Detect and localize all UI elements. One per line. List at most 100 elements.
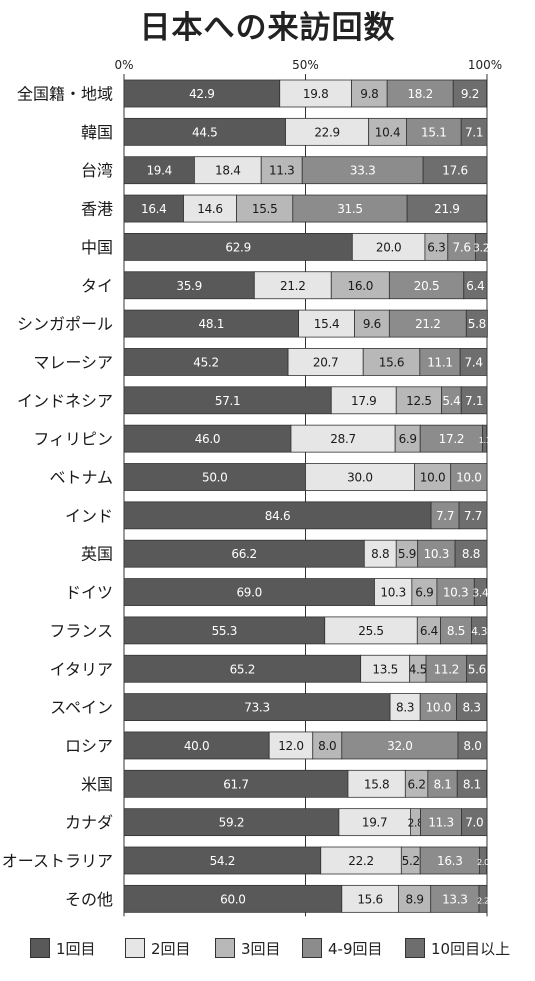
legend-item-2: 2回目 xyxy=(125,935,191,961)
data-label: 15.8 xyxy=(364,777,390,791)
category-label: フィリピン xyxy=(33,430,113,449)
category-label: 香港 xyxy=(81,200,113,219)
category-label: インド xyxy=(65,506,113,525)
category-label: 中国 xyxy=(81,238,113,257)
data-label: 8.1 xyxy=(433,777,451,791)
data-label: 10.3 xyxy=(380,586,406,600)
data-label: 35.9 xyxy=(176,279,202,293)
data-label: 55.3 xyxy=(212,624,238,638)
data-label: 15.6 xyxy=(357,892,383,906)
category-label: インドネシア xyxy=(17,391,113,410)
data-label: 6.4 xyxy=(466,279,484,293)
category-label: 英国 xyxy=(81,545,113,564)
data-label: 42.9 xyxy=(189,87,215,101)
bar-segment xyxy=(354,309,390,338)
bar-segment xyxy=(474,232,488,261)
data-label: 8.3 xyxy=(396,701,414,715)
bar-segment xyxy=(123,117,286,146)
bar-segment xyxy=(470,616,488,645)
data-label: 73.3 xyxy=(244,701,270,715)
bar-segment xyxy=(374,578,413,606)
data-label: 10.0 xyxy=(426,701,452,715)
data-label: 20.7 xyxy=(313,355,339,369)
data-label: 59.2 xyxy=(219,816,245,830)
bar-segment xyxy=(305,463,415,491)
data-label: 15.1 xyxy=(421,125,447,139)
data-label: 5.9 xyxy=(398,547,416,561)
category-label: スペイン xyxy=(50,698,113,717)
bar-segment xyxy=(341,884,399,913)
data-label: 8.1 xyxy=(463,777,481,791)
bar-segment xyxy=(253,271,332,300)
data-label: 44.5 xyxy=(192,125,218,139)
category-label: 米国 xyxy=(81,775,113,794)
data-label: 12.5 xyxy=(406,394,432,408)
data-label: 45.2 xyxy=(193,355,219,369)
legend-label: 10回目以上 xyxy=(431,939,511,958)
data-label: 17.9 xyxy=(351,394,377,408)
bar-segment xyxy=(183,194,237,223)
legend-swatch xyxy=(302,938,322,958)
data-label: 13.3 xyxy=(442,892,468,906)
data-label: 21.9 xyxy=(434,202,460,216)
bar-segment xyxy=(301,156,424,185)
bar-segment xyxy=(386,79,454,108)
data-label: 32.0 xyxy=(387,739,413,753)
data-label: 7.0 xyxy=(465,816,483,830)
category-label: 韓国 xyxy=(81,123,113,142)
data-label: 10.4 xyxy=(375,125,401,139)
data-label: 16.3 xyxy=(437,854,463,868)
bar-segment xyxy=(427,769,458,798)
data-label: 17.2 xyxy=(439,432,465,446)
data-label: 28.7 xyxy=(330,432,356,446)
data-label: 8.0 xyxy=(463,739,481,753)
data-label: 6.9 xyxy=(399,432,417,446)
bar-segment xyxy=(419,693,457,721)
chart-title: 日本への来訪回数 xyxy=(139,10,396,46)
bar-segment xyxy=(123,309,300,338)
data-label: 8.8 xyxy=(462,547,480,561)
legend-swatch xyxy=(405,938,425,958)
category-label: ベトナム xyxy=(49,468,113,487)
legend-item-4: 4-9回目 xyxy=(302,935,383,961)
data-label: 22.9 xyxy=(314,125,340,139)
bar-segment xyxy=(363,539,397,568)
data-label: 16.4 xyxy=(141,202,167,216)
bar-segment xyxy=(123,79,281,108)
bar-segment xyxy=(368,117,407,146)
bar-segment xyxy=(123,578,375,606)
data-label: 15.6 xyxy=(379,355,405,369)
data-label: 2.2 xyxy=(477,896,489,905)
data-label: 19.7 xyxy=(362,816,388,830)
data-label: 50.0 xyxy=(202,471,228,485)
bar-segment xyxy=(458,501,488,530)
data-label: 8.3 xyxy=(462,701,480,715)
legend-label: 2回目 xyxy=(151,939,191,958)
data-label: 12.0 xyxy=(278,739,304,753)
data-label: 25.5 xyxy=(358,624,384,638)
data-label: 30.0 xyxy=(347,471,373,485)
bar-segment xyxy=(320,846,402,875)
bar-segment xyxy=(287,348,364,376)
bar-segment xyxy=(478,884,488,913)
data-label: 6.2 xyxy=(407,777,425,791)
data-label: 2.0 xyxy=(477,858,489,867)
bar-segment xyxy=(456,769,488,798)
category-label: マレーシア xyxy=(33,353,113,372)
data-label: 4.5 xyxy=(409,662,427,676)
bar-segment xyxy=(425,654,468,683)
bar-segment xyxy=(461,808,488,837)
bar-segment xyxy=(123,232,353,261)
bar-segment xyxy=(123,616,326,645)
data-label: 6.4 xyxy=(420,624,438,638)
bar-segment xyxy=(466,654,488,683)
bar-segment xyxy=(450,463,488,491)
category-label: 台湾 xyxy=(81,161,113,180)
data-label: 16.0 xyxy=(348,279,374,293)
bar-segment xyxy=(457,731,488,760)
bar-segment xyxy=(419,348,461,376)
category-label: カナダ xyxy=(65,813,113,832)
data-label: 54.2 xyxy=(210,854,236,868)
data-label: 18.2 xyxy=(407,87,433,101)
x-tick-label: 50% xyxy=(292,58,319,72)
